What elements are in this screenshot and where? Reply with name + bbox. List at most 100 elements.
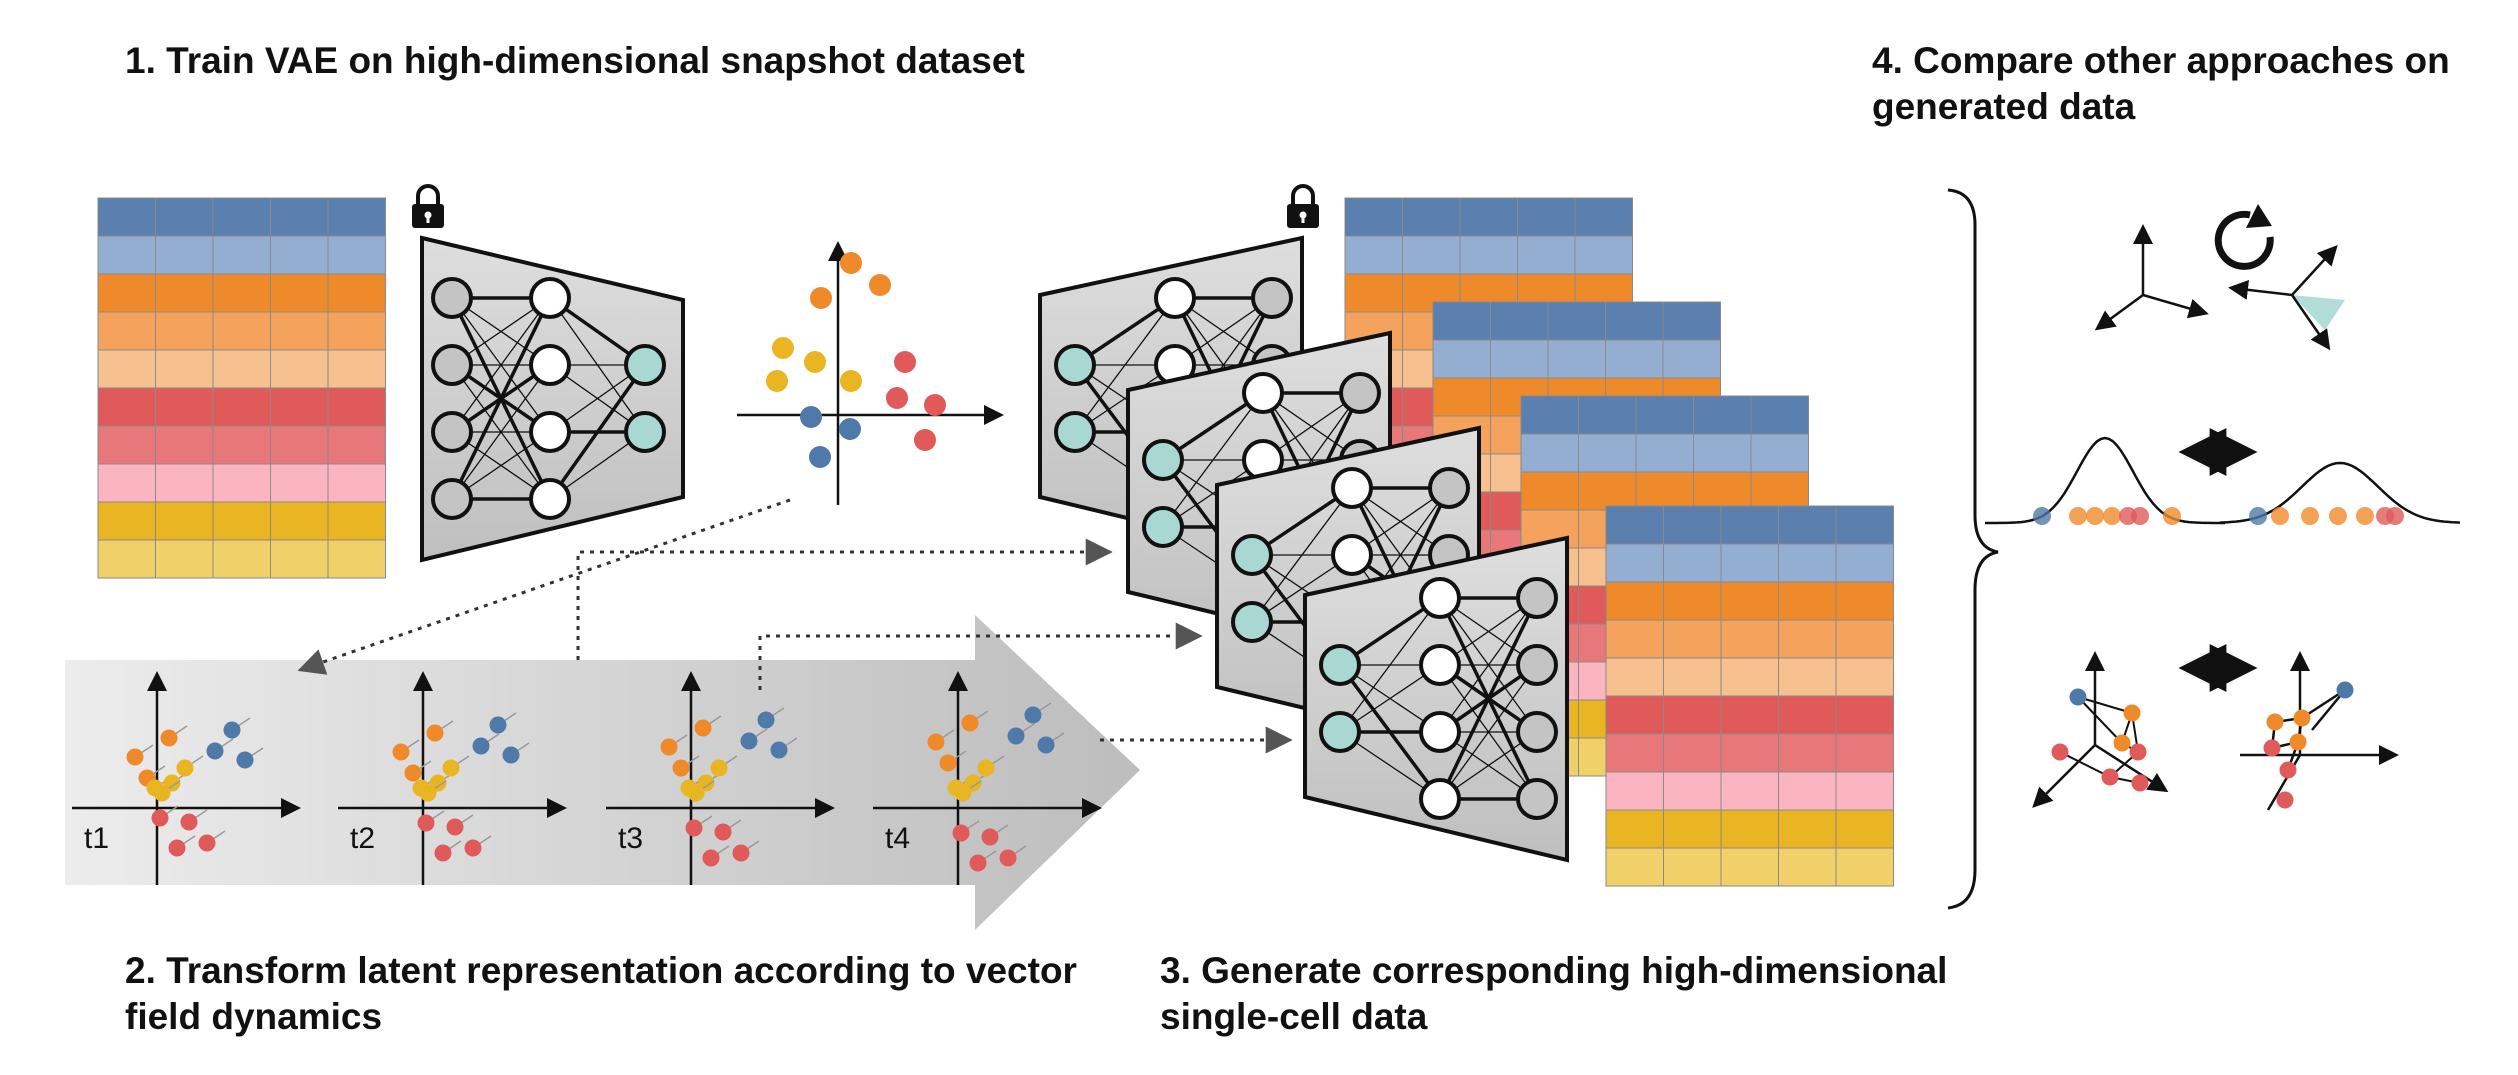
table-cell [1663, 847, 1722, 887]
table-cell [270, 501, 329, 541]
table-cell [1720, 657, 1779, 697]
table-cell [1432, 301, 1491, 341]
table-cell [1778, 847, 1837, 887]
network-edge [1162, 392, 1264, 528]
table-cell [1663, 771, 1722, 811]
panel-point [1037, 736, 1055, 754]
table-cell [1432, 339, 1491, 379]
network-edge [1251, 487, 1353, 623]
table-cell [1605, 771, 1664, 811]
distribution-point [2329, 507, 2347, 525]
table-cell [1344, 197, 1403, 237]
graph-node [2263, 739, 2281, 757]
table-cell [270, 273, 329, 313]
network-node [1319, 711, 1361, 753]
distribution-point [2086, 507, 2104, 525]
step1-title: 1. Train VAE on high-dimensional snapsho… [125, 40, 1025, 81]
table-cell [1605, 581, 1664, 621]
table-cell [327, 539, 386, 579]
table-cell [1402, 235, 1461, 275]
panel-point [464, 839, 482, 857]
generated-data-stack [1038, 197, 1894, 887]
panel-point [1024, 706, 1042, 724]
table-cell [1520, 395, 1579, 435]
panel-point [392, 743, 410, 761]
table-cell [212, 311, 271, 351]
graph-edge [2077, 696, 2123, 744]
table-cell [1605, 657, 1664, 697]
table-cell [1578, 471, 1637, 511]
table-cell [212, 349, 271, 389]
table-cell [327, 501, 386, 541]
rotated-axes-icon [2228, 245, 2345, 351]
table-cell [1750, 395, 1809, 435]
network-edge [451, 364, 551, 500]
latent-point [840, 370, 862, 392]
graph-node [2276, 791, 2294, 809]
table-cell [97, 463, 156, 503]
graph-node [2131, 774, 2149, 792]
latent-space-plot [737, 241, 1004, 505]
network-node [1419, 577, 1461, 619]
table-cell [212, 235, 271, 275]
table-cell [270, 349, 329, 389]
network-node [1331, 467, 1373, 509]
table-cell [1835, 619, 1894, 659]
table-cell [1835, 771, 1894, 811]
axes-icon [2094, 224, 2209, 331]
panel-point [740, 732, 758, 750]
table-cell [1663, 695, 1722, 735]
table-cell [1663, 619, 1722, 659]
table-cell [1605, 339, 1664, 379]
encoder-network-icon [420, 235, 685, 563]
latent-point [924, 394, 946, 416]
network-node [529, 411, 571, 453]
panel-point [757, 711, 775, 729]
panel-point [153, 784, 171, 802]
table-cell [1547, 301, 1606, 341]
table-cell [1490, 339, 1549, 379]
table-cell [1574, 197, 1633, 237]
network-node [1516, 711, 1558, 753]
network-node [1231, 534, 1273, 576]
graph-3d-icon [2032, 651, 2169, 808]
table-cell [1778, 581, 1837, 621]
panel-point [160, 729, 178, 747]
panel-point [180, 813, 198, 831]
panel-point [702, 849, 720, 867]
panel-point [927, 733, 945, 751]
timepoint-label: t2 [350, 822, 375, 855]
time-panel: t4 [873, 671, 1102, 885]
table-cell [1720, 505, 1779, 545]
panel-point [710, 759, 728, 777]
timepoint-label: t3 [618, 822, 643, 855]
network-node [1331, 534, 1373, 576]
time-point-panels: t1 t2 t3 t4 [72, 671, 1102, 885]
graph-node [2279, 761, 2297, 779]
panel-point [206, 742, 224, 760]
latent-point [840, 252, 862, 274]
network-node [1339, 372, 1381, 414]
table-cell [1693, 471, 1752, 511]
panel-point [489, 716, 507, 734]
latent-point [839, 418, 861, 440]
table-cell [1720, 543, 1779, 583]
table-cell [212, 425, 271, 465]
table-cell [155, 235, 214, 275]
table-cell [1605, 847, 1664, 887]
table-cell [1490, 301, 1549, 341]
table-cell [327, 273, 386, 313]
network-edge [1439, 597, 1538, 733]
table-cell [1720, 809, 1779, 849]
network-node [431, 411, 473, 453]
network-node [1516, 644, 1558, 686]
network-node [1054, 344, 1096, 386]
table-cell [1750, 471, 1809, 511]
table-cell [1778, 809, 1837, 849]
graph-node [2336, 681, 2354, 699]
table-cell [212, 501, 271, 541]
network-node [1419, 711, 1461, 753]
table-cell [1835, 733, 1894, 773]
network-node [1142, 439, 1184, 481]
table-cell [155, 425, 214, 465]
